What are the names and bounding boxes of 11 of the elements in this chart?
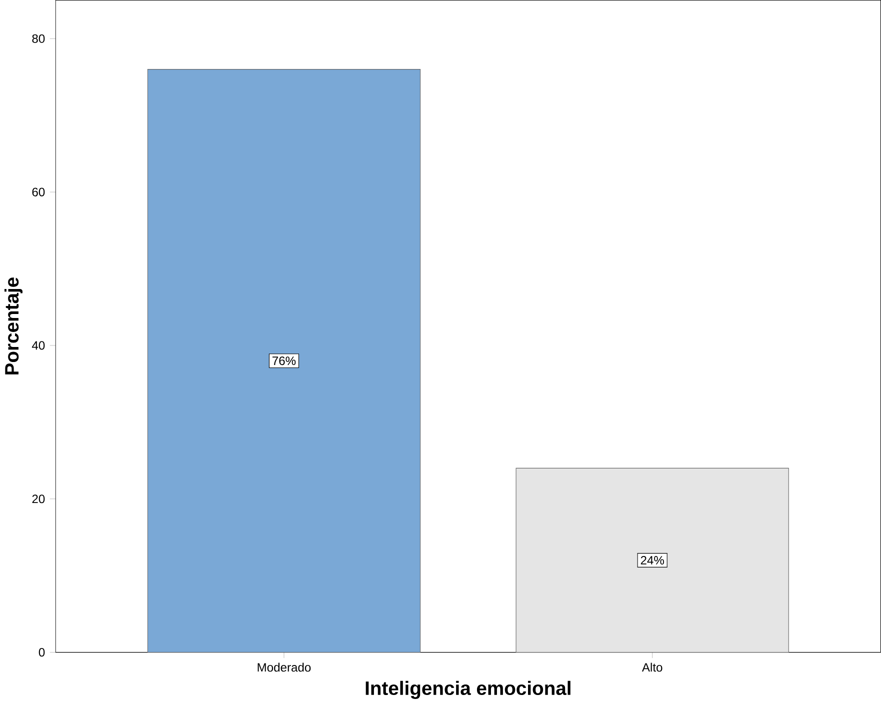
y-axis-title: Porcentaje	[4, 277, 22, 374]
y-tick-label: 40	[32, 340, 45, 350]
y-tick-label: 20	[32, 494, 45, 503]
x-tick-label: Moderado	[258, 662, 311, 672]
x-axis-title: Inteligencia emocional	[366, 680, 570, 699]
data-label: 76%	[272, 356, 296, 365]
y-tick-label: 60	[32, 188, 45, 196]
x-tick-label: Alto	[642, 662, 662, 672]
y-tick-label: 80	[32, 34, 45, 43]
data-label: 24%	[640, 556, 664, 564]
y-tick-label: 0	[38, 648, 45, 656]
